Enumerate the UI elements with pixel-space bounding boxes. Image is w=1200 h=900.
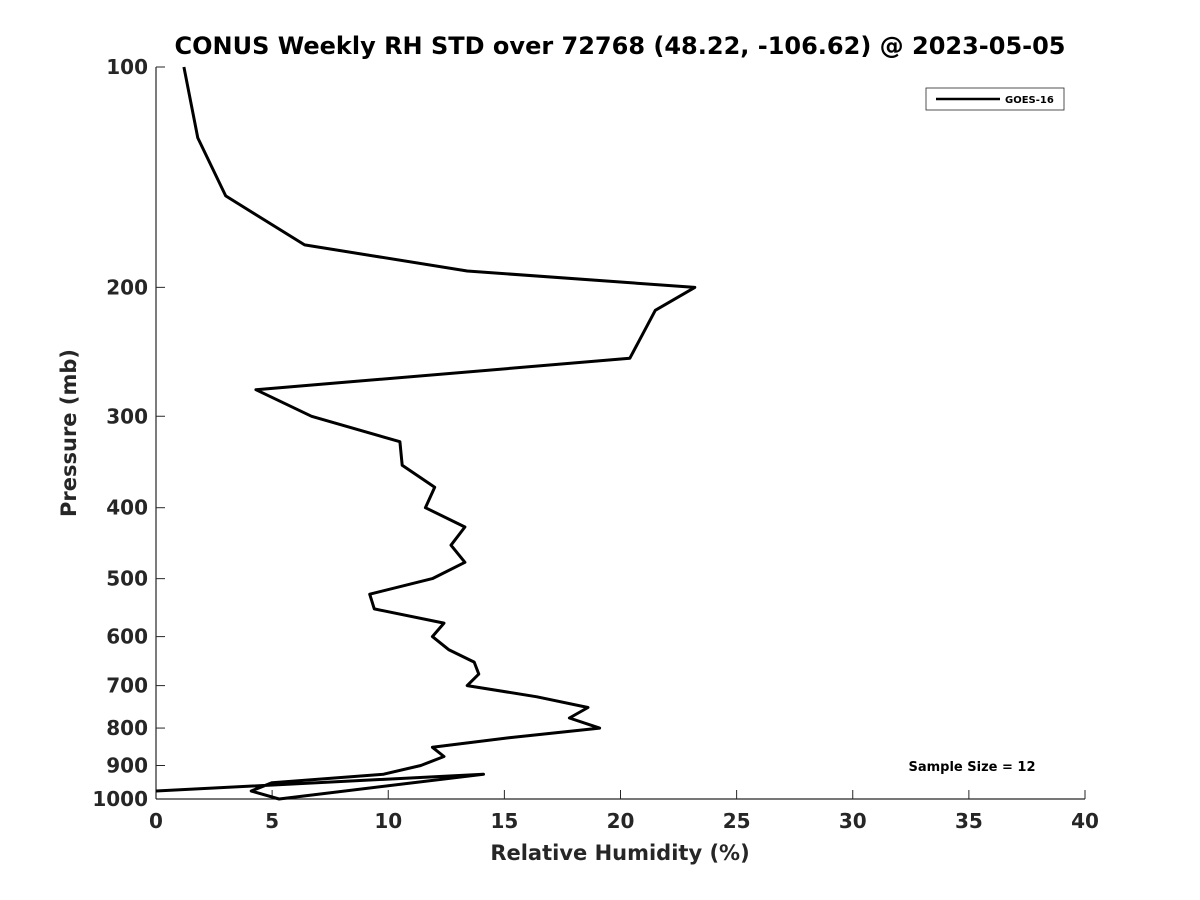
series-layer	[155, 66, 697, 801]
y-tick-label: 800	[106, 716, 148, 740]
x-tick-label: 35	[955, 809, 983, 833]
x-axis-label: Relative Humidity (%)	[490, 841, 749, 865]
x-tick-label: 25	[723, 809, 751, 833]
y-tick-label: 1000	[92, 787, 148, 811]
y-tick-label: 500	[106, 567, 148, 591]
y-axis-ticks: 100 200 300 400 500 600 700 800 900 1000	[92, 55, 165, 811]
chart-title: CONUS Weekly RH STD over 72768 (48.22, -…	[174, 32, 1065, 60]
x-tick-label: 15	[490, 809, 518, 833]
x-tick-label: 20	[607, 809, 635, 833]
legend: GOES-16	[925, 87, 1065, 111]
x-tick-label: 40	[1071, 809, 1099, 833]
legend-label-goes-16: GOES-16	[1005, 95, 1054, 106]
y-tick-label: 300	[106, 404, 148, 428]
y-tick-label: 200	[106, 275, 148, 299]
x-tick-label: 30	[839, 809, 867, 833]
y-tick-label: 100	[106, 55, 148, 79]
x-tick-label: 5	[265, 809, 279, 833]
y-tick-label: 600	[106, 625, 148, 649]
y-tick-label: 400	[106, 496, 148, 520]
y-tick-label: 700	[106, 674, 148, 698]
x-tick-label: 0	[149, 809, 163, 833]
x-tick-label: 10	[374, 809, 402, 833]
x-axis-ticks: 0 5 10 15 20 25 30 35 40	[149, 790, 1099, 833]
series-line-goes-16	[155, 66, 697, 801]
plot-area	[155, 67, 1085, 800]
sample-size-annotation: Sample Size = 12	[908, 760, 1035, 775]
y-tick-label: 900	[106, 754, 148, 778]
y-axis-label: Pressure (mb)	[57, 349, 81, 517]
